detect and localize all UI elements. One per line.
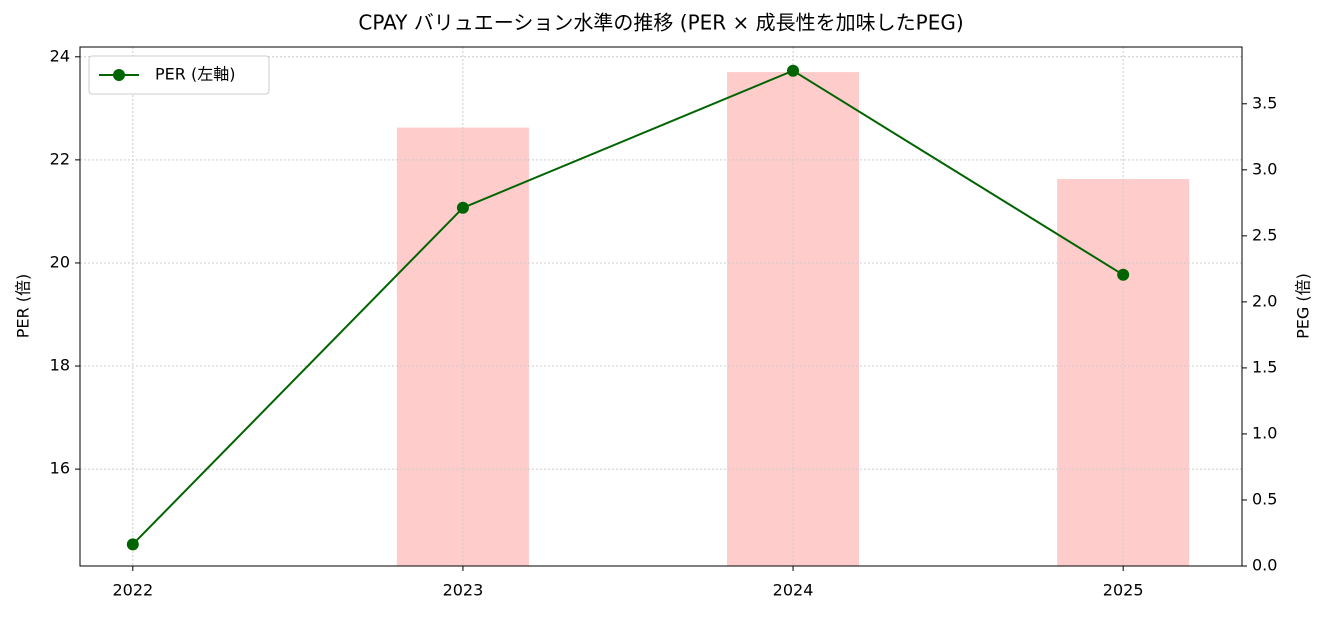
- marker: [126, 538, 139, 551]
- y-tick-label: 24: [50, 46, 70, 65]
- plot-frame: [79, 46, 1243, 567]
- y-tick-label: 16: [50, 459, 70, 478]
- y2-tick-label: 0.5: [1252, 489, 1277, 508]
- y2-tick-label: 2.5: [1252, 225, 1277, 244]
- legend-box: [88, 55, 270, 95]
- legend-label: PER (左軸): [155, 65, 235, 84]
- x-tick-label: 2024: [773, 581, 814, 600]
- y2-tick-label: 1.0: [1252, 423, 1277, 442]
- x-tick-label: 2022: [112, 581, 153, 600]
- marker: [456, 201, 469, 214]
- y-tick-label: 20: [50, 252, 70, 271]
- legend-marker: [113, 69, 125, 81]
- marker: [1117, 268, 1130, 281]
- chart-title: CPAY バリュエーション水準の推移 (PER × 成長性を加味したPEG): [358, 11, 963, 35]
- y-axis-label: PER (倍): [14, 274, 33, 338]
- y2-tick-label: 1.5: [1252, 357, 1277, 376]
- y-tick-label: 22: [50, 149, 70, 168]
- line: [132, 69, 1124, 546]
- y2-axis-label: PEG (倍): [1294, 273, 1313, 339]
- x-tick-label: 2023: [443, 581, 484, 600]
- x-tick-label: 2025: [1103, 581, 1144, 600]
- marker: [787, 64, 800, 77]
- y2-tick-label: 0.0: [1252, 556, 1277, 575]
- y-tick-label: 18: [50, 356, 70, 375]
- y2-tick-label: 3.0: [1252, 159, 1277, 178]
- legend: PER (左軸): [88, 55, 270, 95]
- y2-tick-label: 2.0: [1252, 291, 1277, 310]
- y2-tick-label: 3.5: [1252, 93, 1277, 112]
